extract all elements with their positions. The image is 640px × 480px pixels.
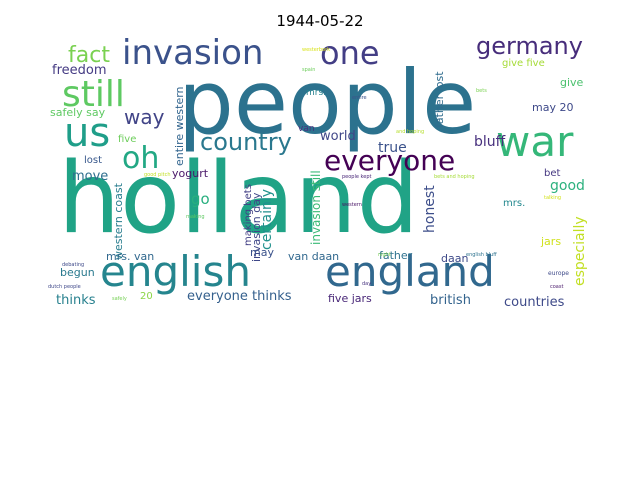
- cloud-word: bluff: [474, 134, 506, 150]
- cloud-word: way: [124, 105, 165, 129]
- cloud-word: mrs.: [306, 88, 326, 98]
- cloud-word: dutch people: [48, 284, 81, 290]
- cloud-word: lost: [84, 155, 102, 166]
- cloud-word: good: [550, 178, 585, 194]
- cloud-word: and hoping: [396, 129, 424, 135]
- cloud-word: people: [178, 51, 476, 154]
- chart-title: 1944-05-22: [276, 12, 364, 30]
- cloud-word: entire western: [173, 86, 186, 166]
- cloud-word: western coast: [112, 182, 125, 260]
- cloud-word: jars: [540, 235, 561, 248]
- cloud-word: country: [200, 128, 292, 156]
- cloud-word: freedom: [52, 63, 107, 78]
- cloud-word: may: [250, 246, 274, 259]
- cloud-word: thinks: [56, 293, 96, 308]
- cloud-word: day: [362, 281, 371, 287]
- cloud-word: debating: [62, 262, 84, 268]
- cloud-word: war: [496, 117, 574, 166]
- cloud-word: invasion: [122, 33, 263, 73]
- cloud-word: go: [191, 190, 210, 208]
- cloud-word: still: [62, 74, 125, 115]
- cloud-word: oh: [122, 141, 159, 176]
- cloud-word: spain: [302, 67, 315, 73]
- cloud-word: making: [186, 214, 205, 220]
- cloud-word: us: [64, 110, 110, 156]
- cloud-word: holland: [58, 142, 419, 256]
- cloud-word: making bets: [243, 184, 254, 246]
- cloud-word: give five: [502, 58, 545, 69]
- cloud-word: people kept: [342, 174, 372, 180]
- cloud-word: bet: [544, 168, 561, 179]
- cloud-word: everyone: [324, 144, 455, 177]
- cloud-word: good pitch: [144, 172, 171, 178]
- cloud-word: english: [100, 247, 251, 296]
- cloud-word: everyone thinks: [187, 289, 292, 304]
- cloud-word: mrs.: [503, 198, 525, 209]
- cloud-word: night: [378, 252, 391, 258]
- cloud-word: world: [320, 129, 356, 144]
- cloud-word: invasion day: [250, 192, 263, 262]
- cloud-word: especially: [572, 216, 588, 286]
- cloud-word: entire: [352, 95, 367, 101]
- cloud-word: move: [72, 169, 108, 184]
- cloud-word: van: [298, 124, 315, 134]
- cloud-word: safely say: [50, 106, 106, 119]
- cloud-word: westerbork: [302, 47, 330, 53]
- cloud-word: england: [325, 247, 495, 296]
- cloud-word: bets: [476, 88, 487, 94]
- cloud-word: father lost: [433, 71, 446, 128]
- cloud-word: may 20: [532, 101, 573, 114]
- cloud-word: mrs. van: [106, 250, 154, 263]
- cloud-word: british: [430, 293, 471, 308]
- cloud-word: invasion still: [309, 170, 323, 245]
- cloud-word: germany: [476, 32, 583, 60]
- cloud-word: bets and hoping: [434, 174, 475, 180]
- cloud-word: coast: [550, 284, 563, 290]
- cloud-word: fact: [68, 43, 110, 68]
- cloud-word: father: [379, 249, 413, 262]
- cloud-word: 20: [140, 291, 153, 302]
- cloud-word: safely: [112, 296, 127, 302]
- cloud-word: five jars: [328, 292, 372, 305]
- cloud-word: five: [118, 134, 136, 145]
- cloud-word: one: [320, 34, 380, 72]
- cloud-word: western: [342, 202, 362, 208]
- cloud-word: daan: [441, 252, 468, 265]
- cloud-word: europe: [548, 270, 569, 277]
- cloud-word: yogurt: [172, 167, 209, 180]
- cloud-word: english bluff: [466, 252, 497, 258]
- cloud-word: certainly: [259, 189, 275, 250]
- cloud-word: true: [378, 140, 407, 156]
- cloud-word: van daan: [288, 250, 339, 263]
- cloud-word: begun: [60, 266, 95, 279]
- cloud-word: talking: [544, 195, 561, 201]
- cloud-word: give: [560, 76, 584, 89]
- cloud-word: honest: [422, 185, 438, 233]
- cloud-word: countries: [504, 295, 565, 310]
